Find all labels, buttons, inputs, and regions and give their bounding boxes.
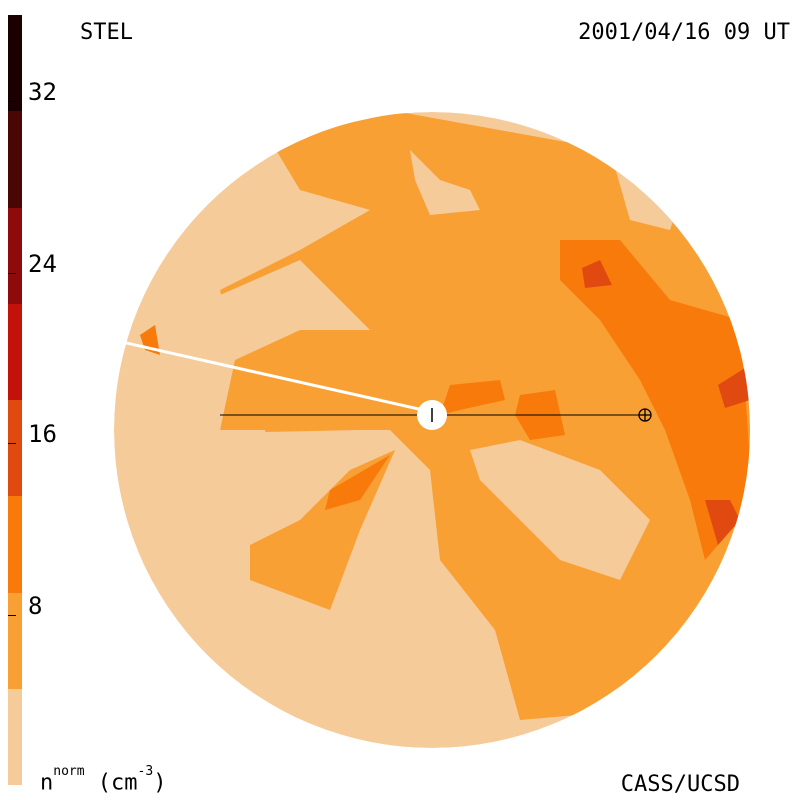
colorbar-segment [8, 400, 22, 497]
density-region-peak-3 [705, 500, 740, 545]
density-region-high-2 [440, 380, 505, 415]
density-region-peak-2 [718, 368, 750, 408]
observer-line [121, 340, 433, 414]
density-region-high-1 [560, 240, 750, 560]
unit-label: nnorm (cm-3) [40, 764, 167, 796]
colorbar-tick-label: 32 [28, 78, 57, 106]
colorbar-tick-label: 16 [28, 420, 57, 448]
instrument-label: STEL [80, 20, 133, 45]
credit-label: CASS/UCSD [620, 772, 740, 797]
colorbar-tick-mark [8, 273, 16, 274]
colorbar-segment [8, 15, 22, 112]
colorbar-tick-mark [8, 615, 16, 616]
colorbar-tick-mark [8, 443, 16, 444]
colorbar-segment [8, 496, 22, 593]
timestamp-label: 2001/04/16 09 UT [578, 20, 790, 45]
density-region-low-3 [470, 440, 650, 580]
density-region-low-1 [410, 150, 480, 215]
density-region-low-4 [220, 260, 370, 360]
colorbar-segment [8, 688, 22, 785]
colorbar-tick-mark [8, 101, 16, 102]
colorbar-tick-label: 24 [28, 250, 57, 278]
colorbar-segment [8, 207, 22, 304]
density-region-high-4 [325, 455, 390, 510]
colorbar-tick-label: 8 [28, 592, 43, 620]
colorbar [8, 15, 22, 785]
colorbar-segment [8, 111, 22, 208]
colorbar-segment [8, 592, 22, 689]
density-region-peak-1 [582, 260, 612, 288]
colorbar-segment [8, 303, 22, 400]
